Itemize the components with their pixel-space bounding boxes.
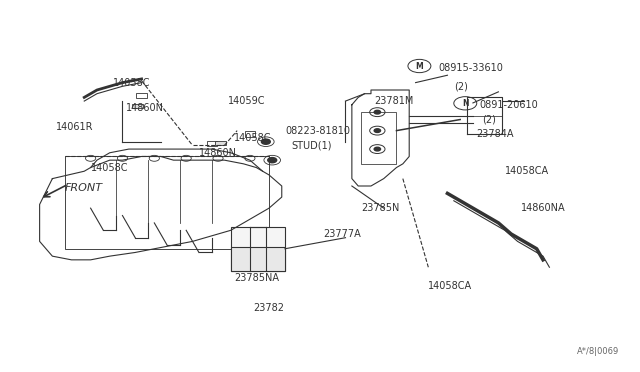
Text: 23782: 23782 xyxy=(253,303,284,313)
Text: 23784A: 23784A xyxy=(476,129,514,139)
Text: 23777A: 23777A xyxy=(323,229,361,239)
Text: (2): (2) xyxy=(483,115,497,125)
Text: 23785NA: 23785NA xyxy=(234,273,279,283)
Text: 14058C: 14058C xyxy=(113,78,150,88)
Text: 14058CA: 14058CA xyxy=(428,281,472,291)
Text: 0891-20610: 0891-20610 xyxy=(479,100,538,110)
Text: 14058C: 14058C xyxy=(234,133,271,143)
Text: A*/8|0069: A*/8|0069 xyxy=(577,347,620,356)
Bar xyxy=(132,104,143,109)
Circle shape xyxy=(374,129,381,132)
Bar xyxy=(231,227,285,271)
Text: 08915-33610: 08915-33610 xyxy=(438,63,503,73)
Text: 23781M: 23781M xyxy=(374,96,413,106)
Circle shape xyxy=(374,147,381,151)
Text: 14061R: 14061R xyxy=(56,122,93,132)
Text: N: N xyxy=(462,99,468,108)
Circle shape xyxy=(268,158,276,163)
Bar xyxy=(245,131,255,137)
Bar xyxy=(136,93,147,99)
Bar xyxy=(362,112,396,164)
Text: FRONT: FRONT xyxy=(65,183,103,193)
Text: 14059C: 14059C xyxy=(228,96,265,106)
Bar xyxy=(231,247,285,271)
Text: 14058CA: 14058CA xyxy=(505,166,549,176)
Text: 08223-81810: 08223-81810 xyxy=(285,126,350,136)
Text: 14860NA: 14860NA xyxy=(521,203,565,213)
Text: (2): (2) xyxy=(454,81,468,91)
Bar xyxy=(207,141,217,147)
Bar xyxy=(65,157,269,249)
Text: 14860N: 14860N xyxy=(125,103,164,113)
Text: M: M xyxy=(415,61,423,71)
Bar xyxy=(215,141,227,145)
Circle shape xyxy=(261,139,270,144)
Text: STUD(1): STUD(1) xyxy=(291,140,332,150)
Text: 14058C: 14058C xyxy=(91,163,128,173)
Text: 23785N: 23785N xyxy=(362,203,400,213)
Circle shape xyxy=(374,110,381,114)
Text: 14860N: 14860N xyxy=(199,148,237,158)
